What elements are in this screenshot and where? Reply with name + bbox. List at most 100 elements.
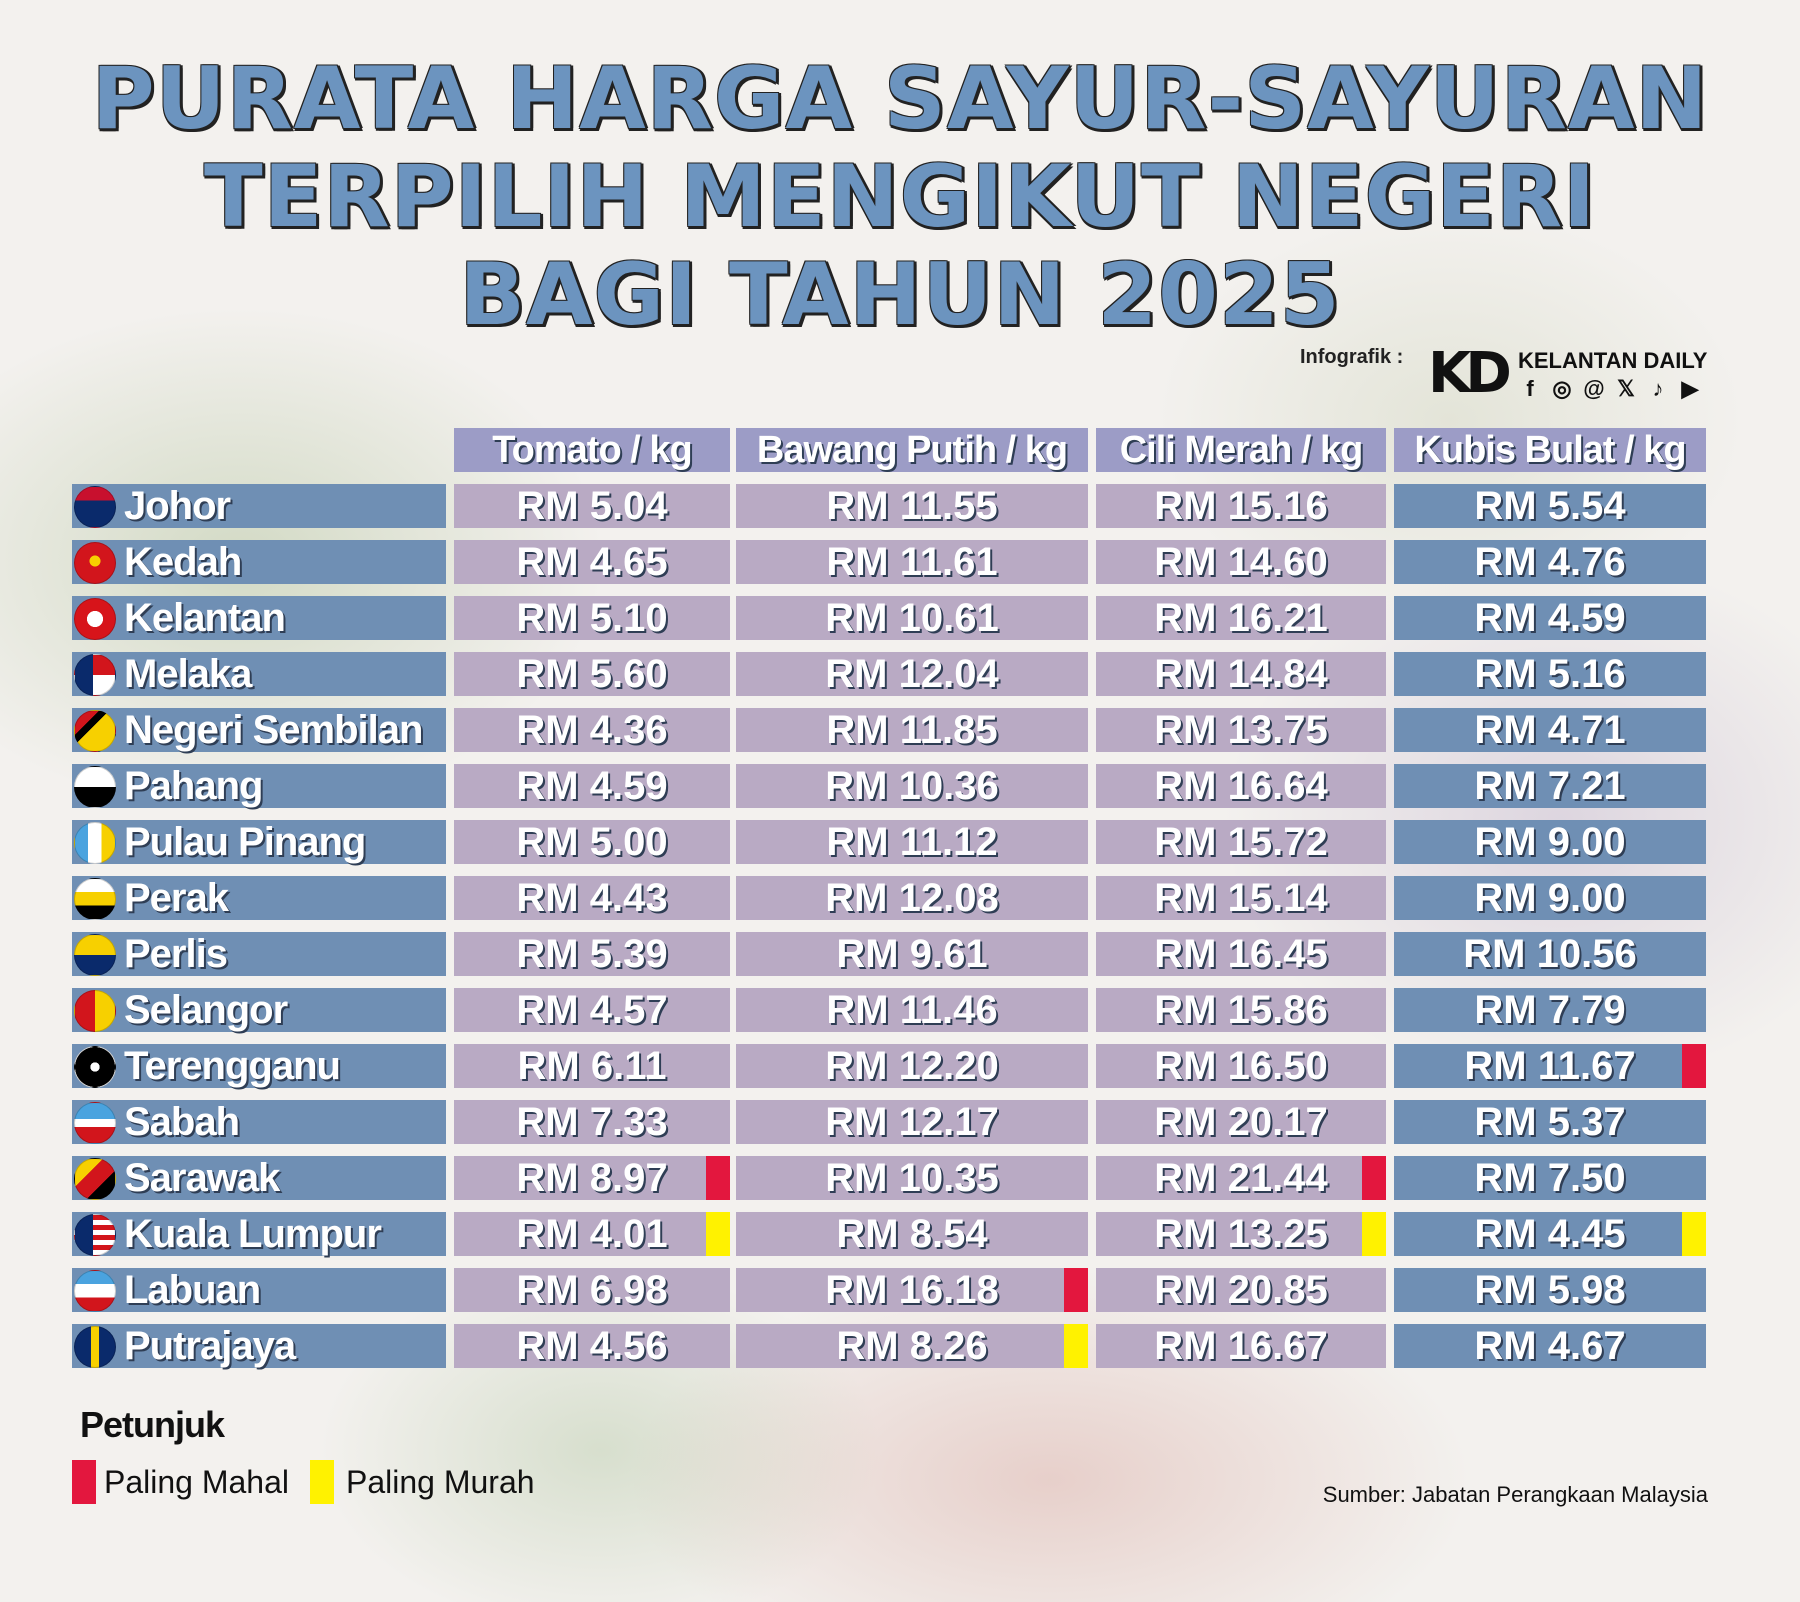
price-cell: RM 11.46 [736, 988, 1088, 1032]
price-cell: RM 4.01 [454, 1212, 730, 1256]
table-row: Negeri Sembilan RM 4.36 RM 11.85 RM 13.75 RM… [0, 708, 1800, 752]
price-cell: RM 14.60 [1096, 540, 1386, 584]
price-cell: RM 5.00 [454, 820, 730, 864]
price-cell: RM 11.85 [736, 708, 1088, 752]
price-cell: RM 8.97 [454, 1156, 730, 1200]
price-cell: RM 4.56 [454, 1324, 730, 1368]
source-note: Sumber: Jabatan Perangkaan Malaysia [1322, 1482, 1708, 1507]
state-name: Sarawak [124, 1156, 280, 1200]
price-cell: RM 7.79 [1394, 988, 1706, 1032]
price-cell: RM 14.84 [1096, 652, 1386, 696]
price-cell: RM 11.12 [736, 820, 1088, 864]
state-flag-icon [74, 1046, 116, 1088]
state-name: Terengganu [124, 1044, 341, 1088]
state-cell [72, 1044, 446, 1088]
state-name: Sabah [124, 1100, 240, 1144]
state-name: Putrajaya [124, 1324, 296, 1368]
youtube-icon[interactable]: ▶ [1681, 376, 1699, 401]
state-cell [72, 988, 446, 1032]
state-flag-icon [74, 486, 116, 528]
legend-label-murah: Paling Murah [346, 1464, 535, 1500]
most-expensive-marker [1362, 1156, 1386, 1200]
state-cell [72, 1324, 446, 1368]
price-cell: RM 5.16 [1394, 652, 1706, 696]
state-name: Perak [124, 876, 229, 920]
state-name: Kedah [124, 540, 242, 584]
threads-icon[interactable]: @ [1583, 376, 1605, 401]
table-row: Perak RM 4.43 RM 12.08 RM 15.14 RM 9.00 [0, 876, 1800, 920]
state-flag-icon [74, 878, 116, 920]
brand-name: KELANTAN DAILY [1518, 348, 1708, 373]
x-icon[interactable]: 𝕏 [1617, 376, 1635, 401]
state-cell [72, 1268, 446, 1312]
price-cell: RM 21.44 [1096, 1156, 1386, 1200]
title-line-1: PURATA HARGA SAYUR-SAYURAN [91, 49, 1709, 149]
tiktok-icon[interactable]: ♪ [1652, 376, 1664, 401]
price-cell: RM 4.67 [1394, 1324, 1706, 1368]
state-cell [72, 708, 446, 752]
price-cell: RM 7.50 [1394, 1156, 1706, 1200]
price-cell: RM 5.37 [1394, 1100, 1706, 1144]
state-cell [72, 820, 446, 864]
table-row: Kuala Lumpur RM 4.01 RM 8.54 RM 13.25 RM 4.4… [0, 1212, 1800, 1256]
price-cell: RM 16.21 [1096, 596, 1386, 640]
kd-logo: KD [1428, 341, 1512, 406]
state-flag-icon [74, 654, 116, 696]
price-cell: RM 15.72 [1096, 820, 1386, 864]
state-cell [72, 596, 446, 640]
state-cell [72, 652, 446, 696]
instagram-icon[interactable]: ◎ [1552, 376, 1572, 401]
price-cell: RM 16.67 [1096, 1324, 1386, 1368]
state-flag-icon [74, 766, 116, 808]
price-cell: RM 13.25 [1096, 1212, 1386, 1256]
state-name: Labuan [124, 1268, 261, 1312]
state-name: Melaka [124, 652, 252, 696]
state-name: Johor [124, 484, 231, 528]
column-header-bawang-putih: Bawang Putih / kg [736, 428, 1088, 472]
title-line-3: BAGI TAHUN 2025 [459, 245, 1341, 345]
legend-title: Petunjuk [80, 1404, 225, 1445]
state-flag-icon [74, 1102, 116, 1144]
price-cell: RM 4.59 [1394, 596, 1706, 640]
table-row: Pahang RM 4.59 RM 10.36 RM 16.64 RM 7.21 [0, 764, 1800, 808]
state-flag-icon [74, 822, 116, 864]
price-cell: RM 5.98 [1394, 1268, 1706, 1312]
legend-label-mahal: Paling Mahal [104, 1464, 289, 1500]
price-cell: RM 11.61 [736, 540, 1088, 584]
price-cell: RM 9.61 [736, 932, 1088, 976]
cheapest-marker [1362, 1212, 1386, 1256]
price-cell: RM 4.45 [1394, 1212, 1706, 1256]
price-cell: RM 10.35 [736, 1156, 1088, 1200]
price-cell: RM 12.17 [736, 1100, 1088, 1144]
table-row: Sarawak RM 8.97 RM 10.35 RM 21.44 RM 7.50 [0, 1156, 1800, 1200]
price-cell: RM 4.65 [454, 540, 730, 584]
state-cell [72, 484, 446, 528]
price-cell: RM 13.75 [1096, 708, 1386, 752]
price-cell: RM 6.98 [454, 1268, 730, 1312]
price-cell: RM 16.45 [1096, 932, 1386, 976]
table-row: Melaka RM 5.60 RM 12.04 RM 14.84 RM 5.16 [0, 652, 1800, 696]
price-cell: RM 15.14 [1096, 876, 1386, 920]
state-cell [72, 540, 446, 584]
price-cell: RM 20.17 [1096, 1100, 1386, 1144]
most-expensive-marker [1064, 1268, 1088, 1312]
cheapest-marker [1682, 1212, 1706, 1256]
price-cell: RM 4.36 [454, 708, 730, 752]
price-cell: RM 5.54 [1394, 484, 1706, 528]
state-cell [72, 764, 446, 808]
state-flag-icon [74, 934, 116, 976]
price-cell: RM 12.04 [736, 652, 1088, 696]
price-cell: RM 15.16 [1096, 484, 1386, 528]
state-name: Selangor [124, 988, 288, 1032]
state-cell [72, 876, 446, 920]
price-cell: RM 4.43 [454, 876, 730, 920]
state-cell [72, 1156, 446, 1200]
table-row: Sabah RM 7.33 RM 12.17 RM 20.17 RM 5.37 [0, 1100, 1800, 1144]
page-title: PURATA HARGA SAYUR-SAYURAN TERPILIH MENG… [0, 50, 1800, 344]
facebook-icon[interactable]: f [1526, 376, 1534, 401]
state-flag-icon [74, 598, 116, 640]
column-header-cili-merah: Cili Merah / kg [1096, 428, 1386, 472]
price-cell: RM 6.11 [454, 1044, 730, 1088]
table-row: Kelantan RM 5.10 RM 10.61 RM 16.21 RM 4.59 [0, 596, 1800, 640]
price-cell: RM 12.20 [736, 1044, 1088, 1088]
